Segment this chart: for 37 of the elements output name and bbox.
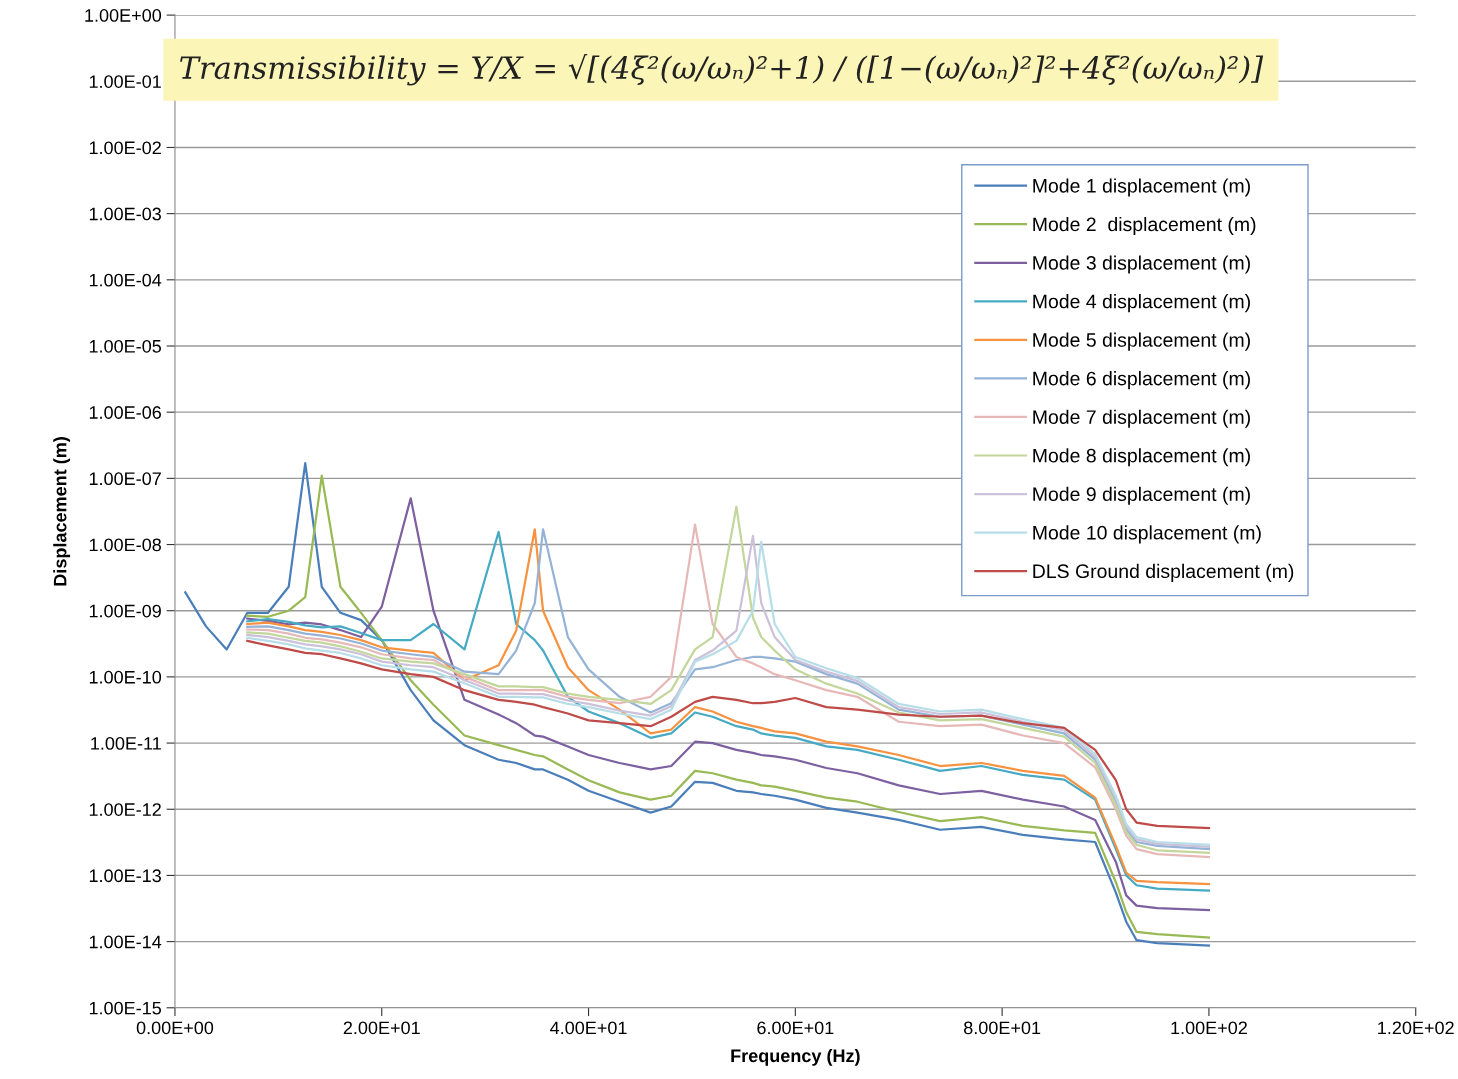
- legend-label: Mode 5 displacement (m): [1033, 332, 1250, 351]
- legend-label: Mode 8 displacement (m): [1033, 448, 1250, 467]
- x-tick-label: 8.00E+01: [964, 1021, 1041, 1035]
- legend-label: Mode 1 displacement (m): [1033, 178, 1250, 197]
- legend-label: Mode 3 displacement (m): [1033, 255, 1250, 274]
- legend-label: Mode 4 displacement (m): [1033, 294, 1250, 313]
- y-tick-label: 1.00E-03: [89, 207, 161, 221]
- legend-label: Mode 6 displacement (m): [1033, 371, 1250, 390]
- y-tick-label: 1.00E-06: [89, 406, 161, 419]
- y-tick-label: 1.00E-02: [89, 141, 161, 155]
- x-tick-label: 1.00E+02: [1171, 1021, 1247, 1035]
- x-tick-label: 1.20E+02: [1378, 1021, 1454, 1035]
- y-tick-label: 1.00E-09: [89, 604, 161, 618]
- y-tick-label: 1.00E+00: [85, 9, 162, 22]
- x-tick-label: 2.00E+01: [343, 1021, 420, 1035]
- legend-label: Mode 10 displacement (m): [1033, 525, 1261, 544]
- y-tick-label: 1.00E-08: [89, 538, 161, 552]
- y-tick-label: 1.00E-12: [89, 803, 161, 816]
- y-tick-label: 1.00E-15: [89, 1001, 162, 1015]
- y-tick-label: 1.00E-11: [91, 737, 161, 750]
- legend-label: Mode 7 displacement (m): [1033, 409, 1250, 428]
- x-tick-label: 4.00E+01: [550, 1021, 627, 1035]
- x-tick-label: 0.00E+00: [136, 1021, 214, 1035]
- legend-label: DLS Ground displacement (m): [1033, 563, 1294, 582]
- y-tick-label: 1.00E-01: [89, 75, 161, 88]
- y-tick-label: 1.00E-07: [89, 472, 161, 486]
- y-tick-label: 1.00E-14: [89, 935, 162, 949]
- legend-label: Mode 9 displacement (m): [1033, 486, 1250, 505]
- y-tick-label: 1.00E-13: [89, 869, 161, 883]
- y-tick-label: 1.00E-10: [89, 670, 162, 684]
- annotation: Transmissibility = Y/X = √[(4ξ²(ω/ωₙ)²+1) / ([1−(ω/ωₙ)²]²+4ξ²(ω/ωₙ)²)]: [180, 53, 1264, 86]
- y-tick-label: 1.00E-04: [89, 273, 162, 287]
- y-axis-title: Displacement (m): [53, 437, 71, 586]
- legend-label: Mode 2 displacement (m): [1033, 216, 1256, 236]
- y-tick-label: 1.00E-05: [89, 339, 162, 353]
- x-axis-title: Frequency (Hz): [731, 1048, 860, 1066]
- x-tick-label: 6.00E+01: [757, 1021, 834, 1035]
